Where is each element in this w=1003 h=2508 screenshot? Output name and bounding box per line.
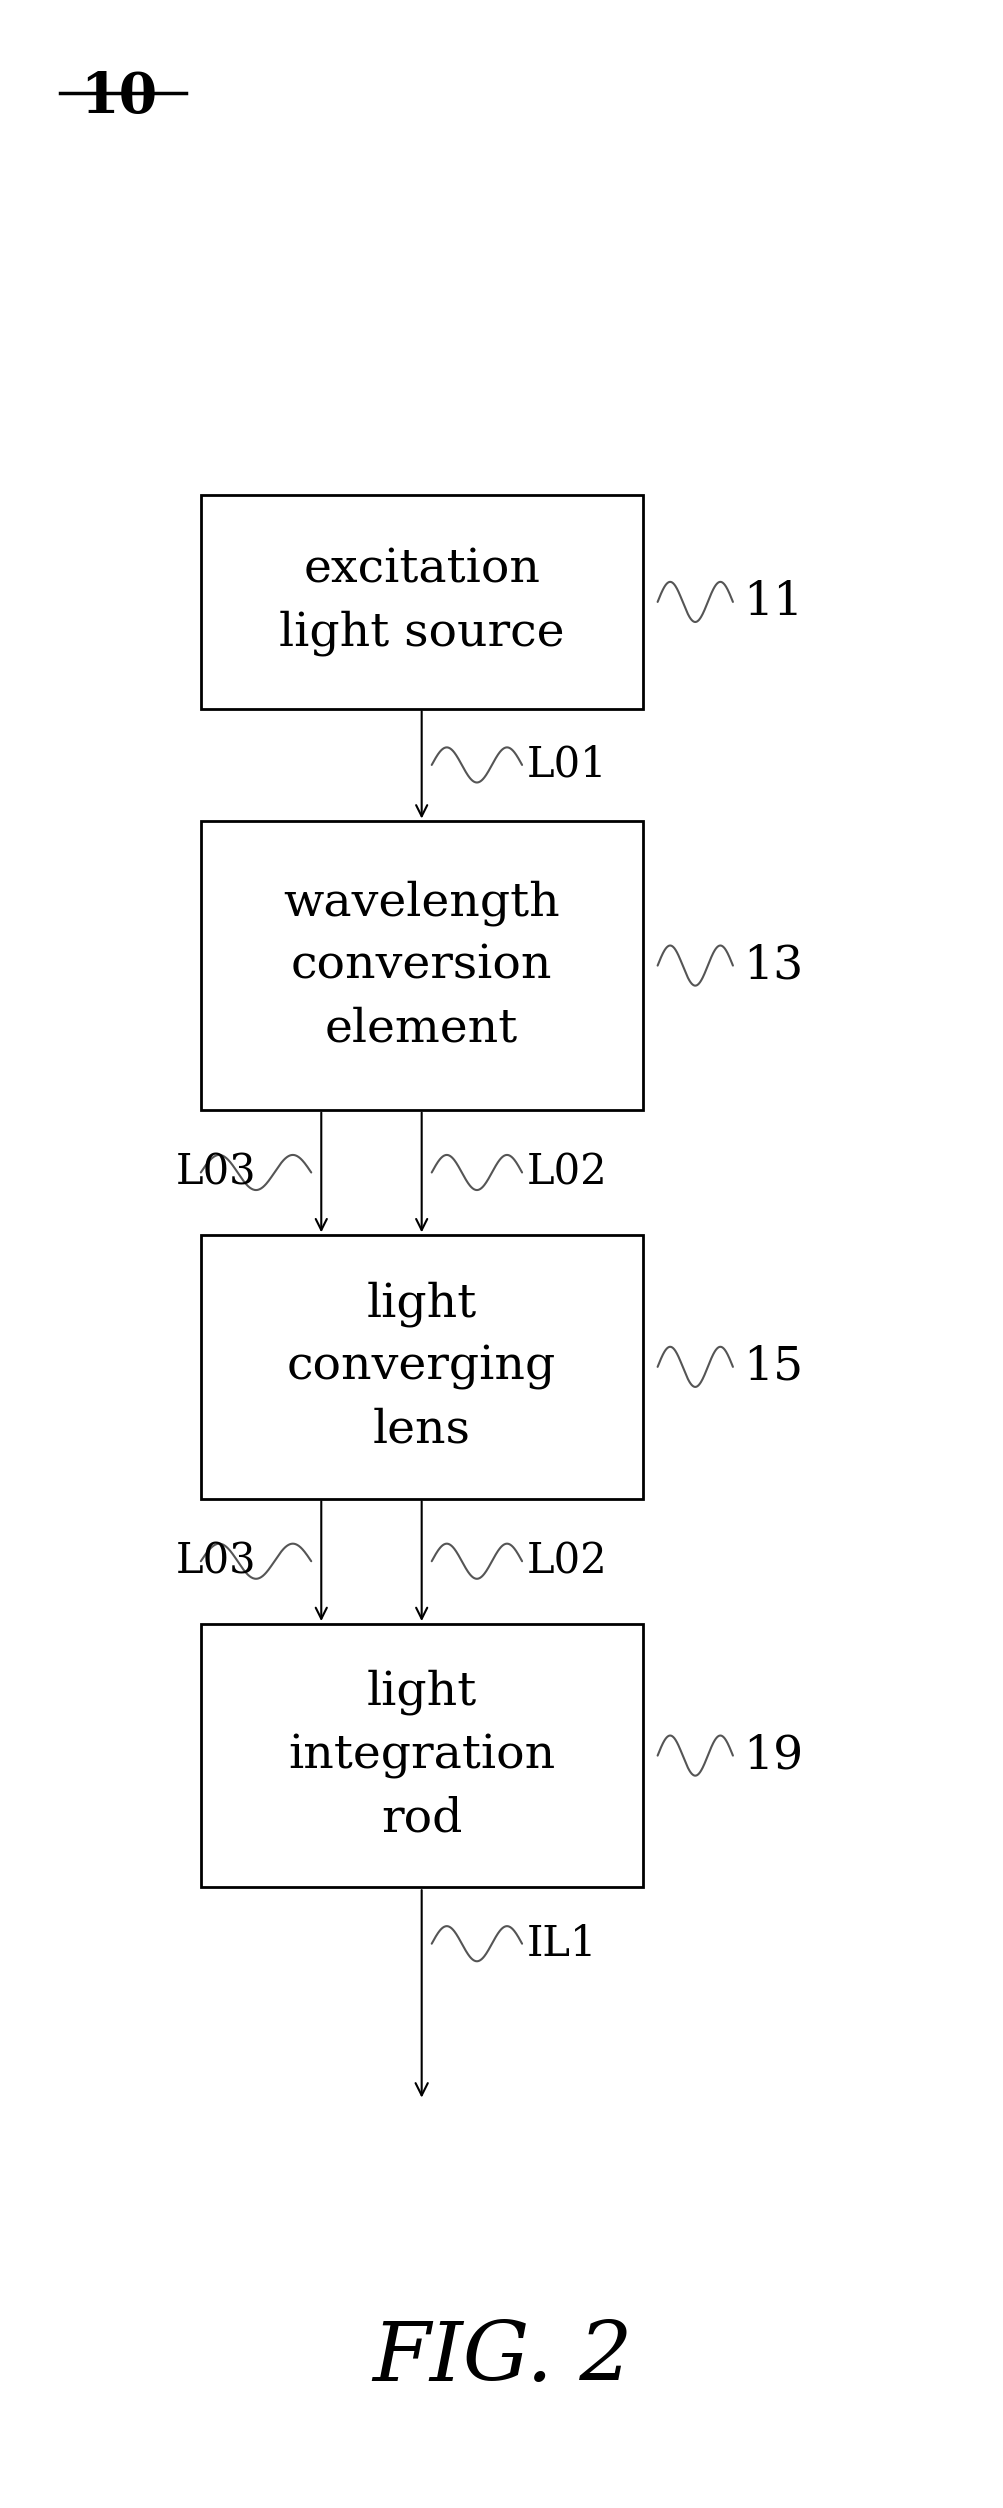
Text: L03: L03 bbox=[176, 1151, 256, 1194]
Text: FIG. 2: FIG. 2 bbox=[371, 2317, 632, 2398]
Text: L02: L02 bbox=[527, 1151, 607, 1194]
FancyBboxPatch shape bbox=[201, 1234, 642, 1497]
Text: 15: 15 bbox=[742, 1344, 802, 1389]
FancyBboxPatch shape bbox=[201, 1625, 642, 1886]
Text: wavelength
conversion
element: wavelength conversion element bbox=[283, 880, 560, 1051]
Text: 11: 11 bbox=[742, 579, 802, 624]
FancyBboxPatch shape bbox=[201, 497, 642, 707]
Text: excitation
light source: excitation light source bbox=[279, 547, 564, 657]
Text: 13: 13 bbox=[742, 943, 802, 988]
Text: light
integration
rod: light integration rod bbox=[288, 1670, 555, 1841]
Text: L02: L02 bbox=[527, 1540, 607, 1583]
Text: L03: L03 bbox=[176, 1540, 256, 1583]
FancyBboxPatch shape bbox=[201, 823, 642, 1109]
Text: L01: L01 bbox=[527, 745, 607, 785]
Text: IL1: IL1 bbox=[527, 1924, 597, 1964]
Text: 10: 10 bbox=[80, 70, 157, 125]
Text: light
converging
lens: light converging lens bbox=[287, 1282, 556, 1452]
Text: 19: 19 bbox=[742, 1733, 802, 1778]
